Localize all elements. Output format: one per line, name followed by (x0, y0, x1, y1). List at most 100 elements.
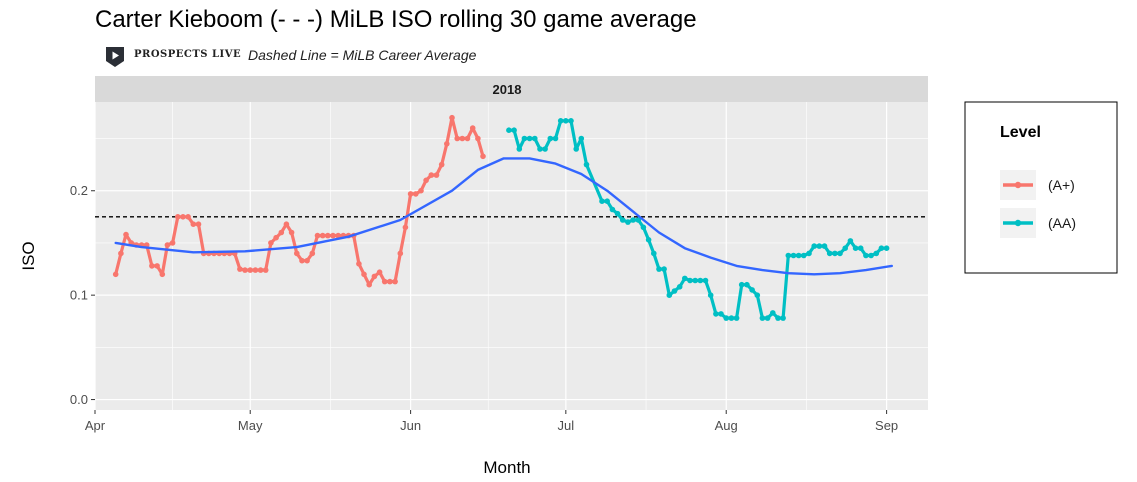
data-point-aa (537, 146, 543, 152)
data-point-a-plus (268, 240, 274, 246)
x-tick-label: Aug (715, 418, 738, 433)
data-point-aa (806, 250, 812, 257)
legend-point-aa (1014, 219, 1022, 227)
data-point-aa (583, 161, 590, 168)
data-point-a-plus (175, 214, 181, 220)
data-point-aa (832, 250, 838, 257)
data-point-a-plus (418, 187, 424, 194)
data-point-aa (542, 146, 548, 152)
chart-title: Carter Kieboom (- - -) MiLB ISO rolling … (95, 6, 697, 33)
data-point-a-plus (407, 191, 414, 197)
data-point-aa (640, 224, 647, 231)
x-tick-label: Sep (875, 418, 898, 433)
data-point-aa (506, 127, 512, 133)
data-point-aa (718, 311, 724, 317)
data-point-a-plus (247, 267, 253, 273)
data-point-aa (723, 315, 729, 321)
data-point-a-plus (237, 266, 243, 272)
data-point-aa (516, 146, 523, 152)
x-tick-label: Jun (400, 418, 421, 433)
data-point-a-plus (154, 263, 160, 269)
data-point-aa (651, 250, 657, 257)
data-point-aa (759, 315, 766, 321)
data-point-a-plus (299, 257, 305, 264)
data-point-aa (599, 198, 605, 204)
data-point-aa (733, 315, 740, 321)
data-point-aa (568, 118, 574, 124)
strip-label: 2018 (493, 82, 522, 97)
data-point-a-plus (428, 172, 435, 178)
data-point-a-plus (454, 135, 461, 142)
data-point-aa (842, 245, 848, 251)
data-point-aa (790, 252, 797, 259)
data-point-a-plus (433, 172, 440, 178)
data-point-aa (697, 277, 704, 284)
x-tick-label: Jul (558, 418, 575, 433)
data-point-a-plus (464, 135, 471, 142)
data-point-aa (707, 292, 714, 299)
legend-title: Level (1000, 124, 1041, 141)
data-point-aa (692, 277, 698, 284)
data-point-a-plus (112, 271, 119, 278)
data-point-a-plus (325, 232, 331, 239)
data-point-a-plus (164, 242, 171, 248)
data-point-aa (619, 217, 626, 223)
data-point-a-plus (252, 267, 259, 273)
data-point-aa (578, 135, 585, 142)
data-point-a-plus (413, 191, 419, 197)
data-point-aa (635, 217, 642, 223)
data-point-aa (873, 250, 880, 257)
legend: Level (A+) (AA) (964, 101, 1118, 274)
data-point-aa (702, 277, 709, 284)
strip-background (95, 76, 928, 102)
data-point-a-plus (257, 267, 264, 273)
data-point-a-plus (159, 271, 166, 278)
data-point-a-plus (444, 141, 450, 147)
data-point-a-plus (423, 177, 429, 184)
data-point-aa (738, 281, 745, 288)
data-point-a-plus (309, 250, 316, 257)
prospects-live-logo-icon (106, 47, 124, 67)
data-point-aa (656, 266, 662, 272)
data-point-aa (795, 252, 802, 259)
data-point-a-plus (387, 278, 393, 285)
brand-name: PROSPECTS LIVE (134, 49, 242, 60)
x-axis-title: Month (483, 458, 530, 477)
data-point-a-plus (371, 273, 378, 280)
data-point-a-plus (376, 269, 383, 276)
data-point-aa (666, 292, 673, 299)
data-point-a-plus (361, 271, 367, 278)
x-axis-ticks: Apr May Jun Jul Aug Sep (85, 410, 898, 433)
legend-label-a-plus: (A+) (1048, 177, 1075, 193)
data-point-aa (630, 217, 636, 223)
data-point-a-plus (185, 214, 191, 220)
data-point-aa (847, 238, 854, 244)
data-point-a-plus (480, 153, 486, 160)
data-point-aa (676, 284, 683, 290)
x-tick-label: May (238, 418, 263, 433)
data-point-aa (821, 243, 828, 249)
data-point-aa (573, 146, 579, 152)
y-tick-label: 0.2 (70, 183, 88, 198)
data-point-a-plus (314, 232, 321, 239)
data-point-aa (868, 252, 874, 259)
data-point-aa (526, 135, 533, 142)
chart-subtitle: Dashed Line = MiLB Career Average (248, 47, 477, 63)
data-point-aa (609, 206, 616, 213)
data-point-a-plus (304, 257, 310, 264)
data-point-a-plus (294, 250, 300, 257)
y-axis-title: ISO (19, 241, 38, 270)
data-point-a-plus (397, 250, 404, 257)
data-point-aa (521, 135, 528, 142)
x-tick-label: Apr (85, 418, 106, 433)
data-point-a-plus (335, 232, 342, 239)
data-point-aa (687, 277, 693, 284)
data-point-aa (728, 315, 735, 321)
data-point-aa (857, 245, 864, 251)
data-point-a-plus (242, 267, 248, 273)
data-point-aa (764, 315, 771, 321)
legend-label-aa: (AA) (1048, 215, 1076, 231)
data-point-a-plus (278, 229, 285, 236)
data-point-aa (878, 245, 885, 251)
